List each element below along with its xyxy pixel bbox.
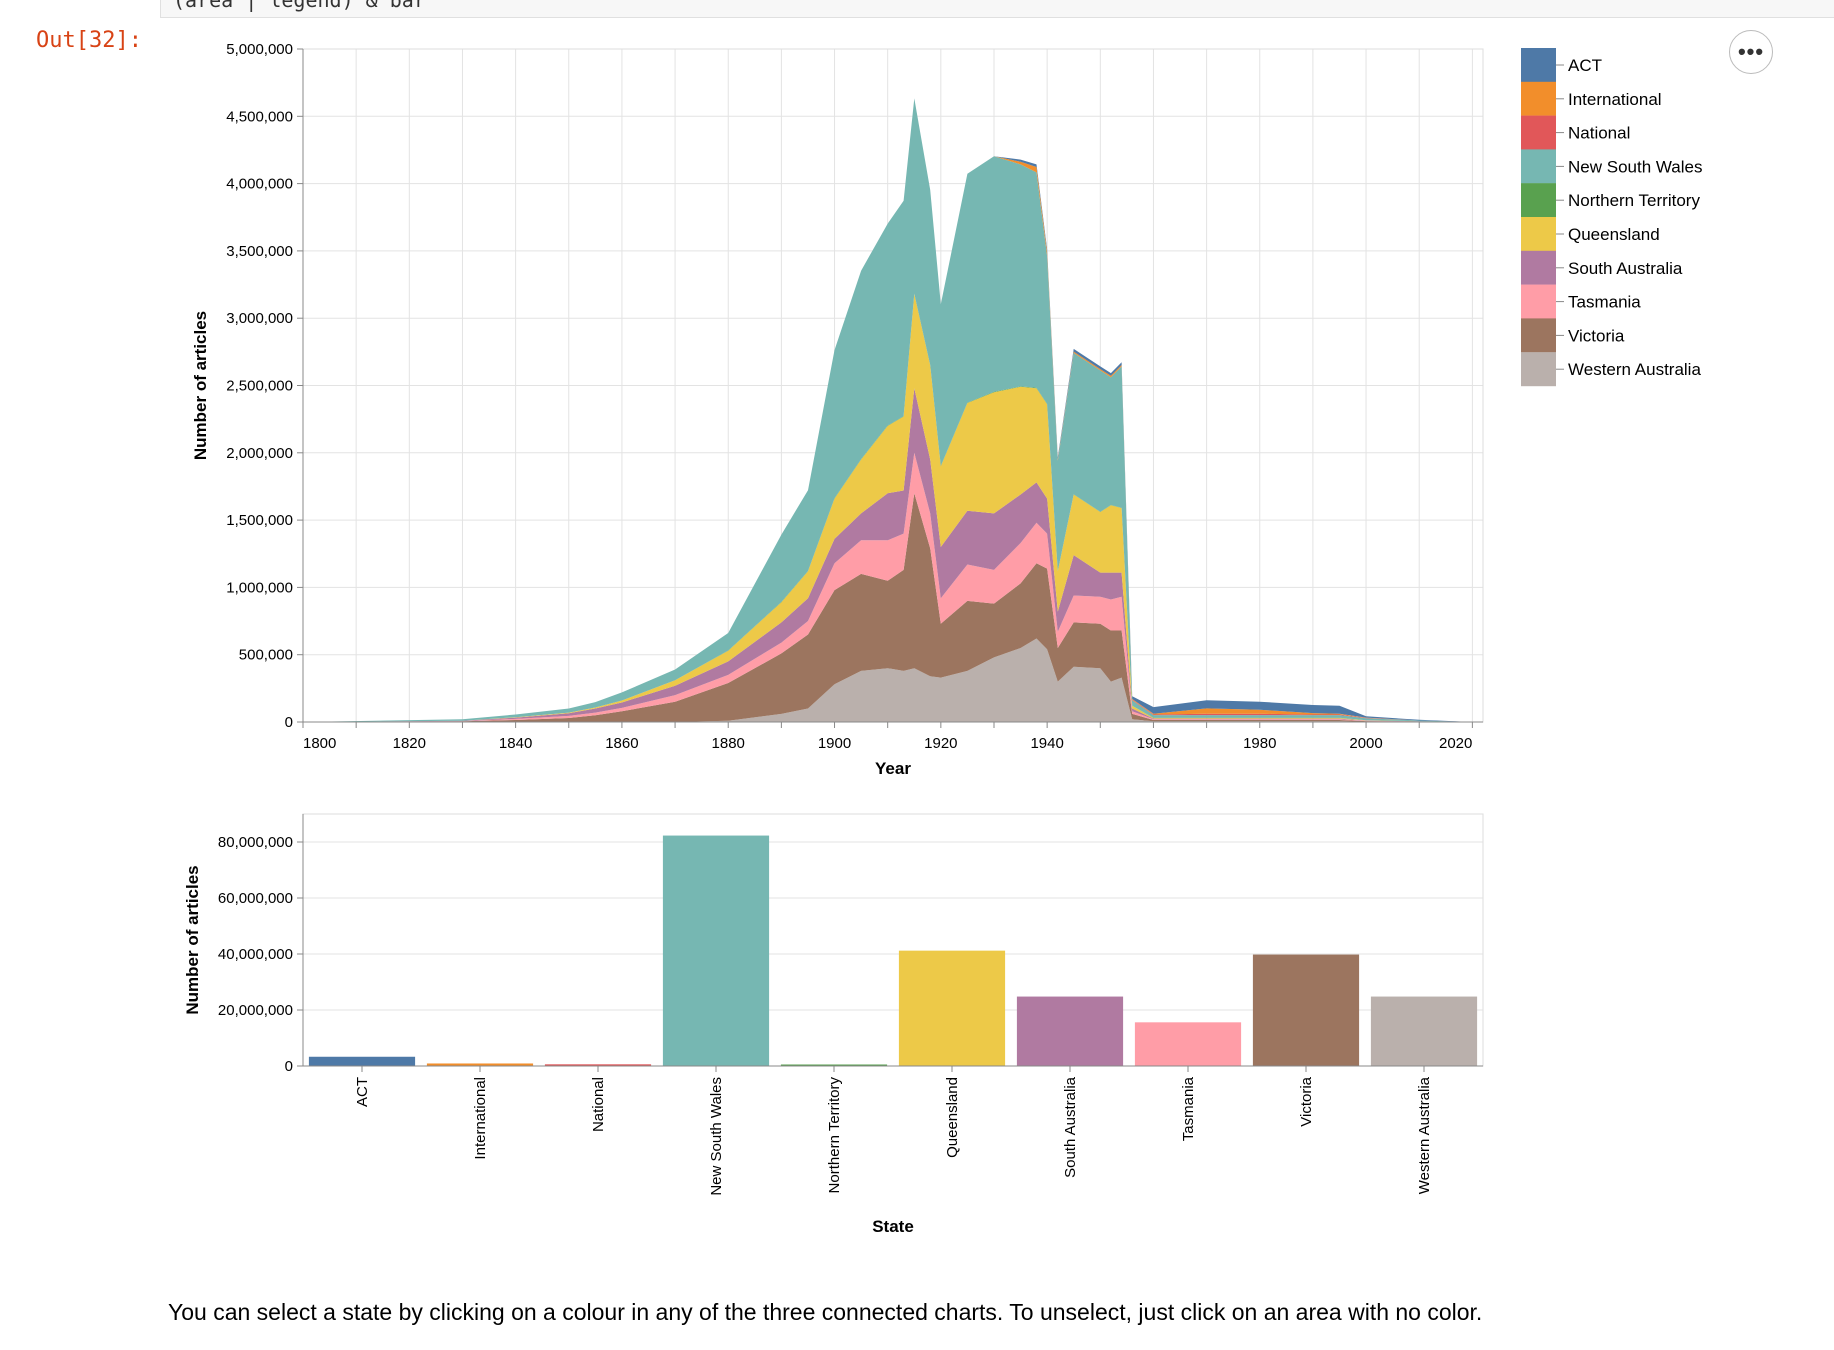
y-tick-label: 5,000,000	[226, 41, 293, 58]
legend-swatch-act[interactable]	[1521, 48, 1556, 82]
y-tick-label: 3,500,000	[226, 243, 293, 260]
legend-swatch-south-australia[interactable]	[1521, 250, 1556, 285]
legend-label-new-south-wales[interactable]: New South Wales	[1568, 157, 1702, 176]
y-axis-title: Number of articles	[191, 311, 210, 460]
bar-x-tick-label: South Australia	[1062, 1076, 1079, 1178]
legend-swatch-western-australia[interactable]	[1521, 352, 1556, 387]
y-tick-label: 1,500,000	[226, 512, 293, 529]
y-tick-label: 4,000,000	[226, 176, 293, 193]
bar-x-axis-title: State	[872, 1217, 914, 1236]
more-actions-button[interactable]: •••	[1729, 30, 1773, 74]
x-tick-label: 2000	[1349, 735, 1382, 752]
y-tick-label: 3,000,000	[226, 310, 293, 327]
x-tick-label: 1920	[924, 735, 957, 752]
bar-x-tick-label: Western Australia	[1416, 1076, 1433, 1194]
output-prompt: Out[32]:	[36, 28, 142, 53]
charts-svg: 0 500,000 1,000,000 1,500,000 2,000,000 2,500…	[183, 41, 1702, 1236]
bar-act[interactable]	[308, 1056, 416, 1066]
legend-label-national[interactable]: National	[1568, 124, 1630, 143]
legend-swatch-national[interactable]	[1521, 115, 1556, 150]
legend-swatch-queensland[interactable]	[1521, 217, 1556, 251]
y-tick-label: 2,500,000	[226, 378, 293, 395]
area-chart[interactable]: 0 500,000 1,000,000 1,500,000 2,000,000 2,500…	[191, 41, 1484, 778]
bar-national[interactable]	[544, 1064, 652, 1066]
bar-y-tick-label: 80,000,000	[218, 834, 293, 851]
legend-label-northern-territory[interactable]: Northern Territory	[1568, 191, 1700, 210]
area-victoria[interactable]	[303, 493, 1483, 722]
bar-y-axis-title: Number of articles	[183, 865, 202, 1014]
bar-x-tick-label: New South Wales	[708, 1077, 725, 1196]
bar-tasmania[interactable]	[1134, 1022, 1242, 1066]
bar-south-australia[interactable]	[1016, 996, 1124, 1066]
bar-x-tick-label: National	[590, 1077, 607, 1132]
x-tick-label: 1960	[1137, 735, 1170, 752]
footer-instructions: You can select a state by clicking on a …	[168, 1299, 1483, 1325]
x-tick-label: 1820	[393, 735, 426, 752]
legend-label-south-australia[interactable]: South Australia	[1568, 259, 1683, 278]
legend-swatch-victoria[interactable]	[1521, 318, 1556, 353]
bar-x-tick-label: Tasmania	[1180, 1076, 1197, 1141]
y-tick-label: 2,000,000	[226, 445, 293, 462]
bar-y-tick-label: 0	[285, 1058, 293, 1075]
bar-queensland[interactable]	[898, 950, 1006, 1066]
bar-x-tick-label: International	[472, 1077, 489, 1160]
x-tick-label: 1840	[499, 735, 532, 752]
legend-swatch-tasmania[interactable]	[1521, 284, 1556, 319]
legend-swatch-northern-territory[interactable]	[1521, 183, 1556, 218]
bar-x-tick-label: ACT	[354, 1077, 371, 1107]
x-tick-label: 1900	[818, 735, 851, 752]
legend-label-queensland[interactable]: Queensland	[1568, 225, 1660, 244]
x-tick-label: 1980	[1243, 735, 1276, 752]
x-tick-label: 2020	[1439, 735, 1472, 752]
ellipsis-icon: •••	[1737, 39, 1765, 64]
bar-x-tick-label: Queensland	[944, 1077, 961, 1158]
legend[interactable]: ACT International National New South Wales N…	[1521, 48, 1702, 387]
area-new-south-wales[interactable]	[303, 98, 1483, 722]
x-tick-label: 1880	[712, 735, 745, 752]
code-cell-input[interactable]: (area | legend) & bar	[160, 0, 1834, 18]
legend-swatch-new-south-wales[interactable]	[1521, 149, 1556, 184]
bar-western-australia[interactable]	[1370, 996, 1478, 1066]
legend-label-act[interactable]: ACT	[1568, 56, 1602, 75]
legend-label-international[interactable]: International	[1568, 90, 1662, 109]
legend-label-tasmania[interactable]: Tasmania	[1568, 293, 1641, 312]
y-tick-label: 500,000	[239, 647, 293, 664]
bar-y-tick-label: 60,000,000	[218, 890, 293, 907]
legend-label-western-australia[interactable]: Western Australia	[1568, 360, 1701, 379]
x-tick-label: 1860	[605, 735, 638, 752]
bar-victoria[interactable]	[1252, 954, 1360, 1066]
x-tick-label: 1800	[303, 735, 336, 752]
y-tick-label: 0	[285, 714, 293, 731]
bar-northern-territory[interactable]	[780, 1064, 888, 1067]
legend-swatch-international[interactable]	[1521, 81, 1556, 116]
area-western-australia[interactable]	[303, 638, 1483, 723]
x-tick-label: 1940	[1030, 735, 1063, 752]
y-tick-label: 1,000,000	[226, 579, 293, 596]
x-axis-title: Year	[875, 759, 911, 778]
bar-y-tick-label: 40,000,000	[218, 946, 293, 963]
bar-y-tick-label: 20,000,000	[218, 1002, 293, 1019]
bar-x-tick-label: Northern Territory	[826, 1077, 843, 1194]
bar-new-south-wales[interactable]	[662, 835, 770, 1066]
bar-chart[interactable]: ACT International National New South Wales N…	[183, 813, 1484, 1236]
y-tick-label: 4,500,000	[226, 108, 293, 125]
bar-international[interactable]	[426, 1063, 534, 1066]
legend-label-victoria[interactable]: Victoria	[1568, 326, 1625, 345]
bar-x-tick-label: Victoria	[1298, 1076, 1315, 1126]
